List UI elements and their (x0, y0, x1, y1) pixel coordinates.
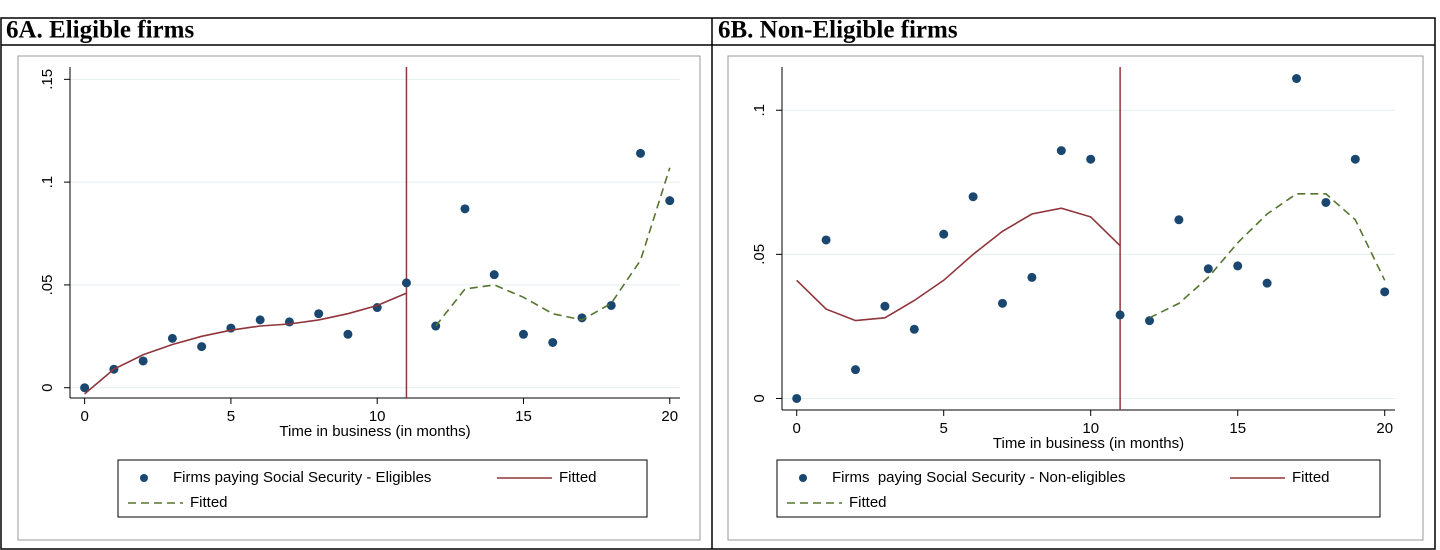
data-point (1292, 74, 1302, 84)
data-point (284, 317, 294, 327)
data-point (343, 329, 353, 339)
x-tick-label: 0 (80, 408, 88, 425)
fit-line (796, 207, 1121, 322)
panel-title: 6B. Non-Eligible firms (718, 17, 958, 44)
legend-label: Fitted (1292, 469, 1330, 486)
legend-marker (799, 474, 807, 482)
y-tick-label: .05 (751, 244, 768, 265)
data-point (548, 337, 558, 347)
data-point (851, 365, 861, 375)
x-tick-label: 15 (515, 408, 532, 425)
y-tick-label: .1 (751, 104, 768, 117)
data-point (665, 196, 675, 206)
x-axis-label: Time in business (in months) (993, 435, 1184, 452)
data-point (1145, 316, 1155, 326)
data-point (909, 324, 919, 334)
data-point (518, 329, 528, 339)
data-point (1262, 278, 1272, 288)
legend-label: Firms paying Social Security - Eligibles (173, 469, 431, 486)
data-point (314, 309, 324, 319)
data-point (138, 356, 148, 366)
x-tick-label: 5 (227, 408, 235, 425)
y-tick-label: .05 (39, 274, 56, 295)
x-axis-label: Time in business (in months) (279, 423, 470, 440)
x-tick-label: 20 (661, 408, 678, 425)
data-point (1027, 272, 1037, 282)
data-point (1086, 154, 1096, 164)
data-point (792, 393, 802, 403)
fit-line (1149, 193, 1386, 319)
fit-line (84, 292, 407, 395)
x-tick-label: 15 (1229, 420, 1246, 437)
table-frame (0, 17, 1436, 550)
data-point (1203, 264, 1213, 274)
y-tick-label: 0 (751, 394, 768, 402)
fit-line (435, 167, 671, 327)
data-point (821, 235, 831, 245)
legend-label: Firms paying Social Security - Non-eligi… (832, 469, 1125, 486)
x-tick-label: 20 (1376, 420, 1393, 437)
data-point (1174, 215, 1184, 225)
data-point (197, 342, 207, 352)
data-point (636, 148, 646, 158)
y-tick-label: 0 (39, 384, 56, 392)
data-point (1321, 197, 1331, 207)
y-tick-label: .15 (39, 69, 56, 90)
data-point (489, 270, 499, 280)
legend-label: Fitted (559, 469, 597, 486)
data-point (1115, 310, 1125, 320)
legend-label: Fitted (190, 494, 228, 511)
data-point (939, 229, 949, 239)
data-point (998, 298, 1008, 308)
y-tick-label: .1 (39, 176, 56, 189)
legend-marker (140, 474, 148, 482)
x-tick-label: 0 (793, 420, 801, 437)
data-point (1380, 287, 1390, 297)
legend-box (776, 459, 1381, 518)
data-point (401, 278, 411, 288)
data-point (167, 333, 177, 343)
legend-box (117, 459, 648, 518)
data-point (1350, 154, 1360, 164)
x-tick-label: 10 (369, 408, 386, 425)
data-point (255, 315, 265, 325)
data-point (80, 383, 90, 393)
data-point (880, 301, 890, 311)
data-point (460, 204, 470, 214)
x-tick-label: 5 (940, 420, 948, 437)
data-point (606, 300, 616, 310)
data-point (968, 192, 978, 202)
data-point (1056, 146, 1066, 156)
x-tick-label: 10 (1082, 420, 1099, 437)
panel-title: 6A. Eligible firms (6, 17, 194, 44)
legend-label: Fitted (849, 494, 887, 511)
data-point (1233, 261, 1243, 271)
